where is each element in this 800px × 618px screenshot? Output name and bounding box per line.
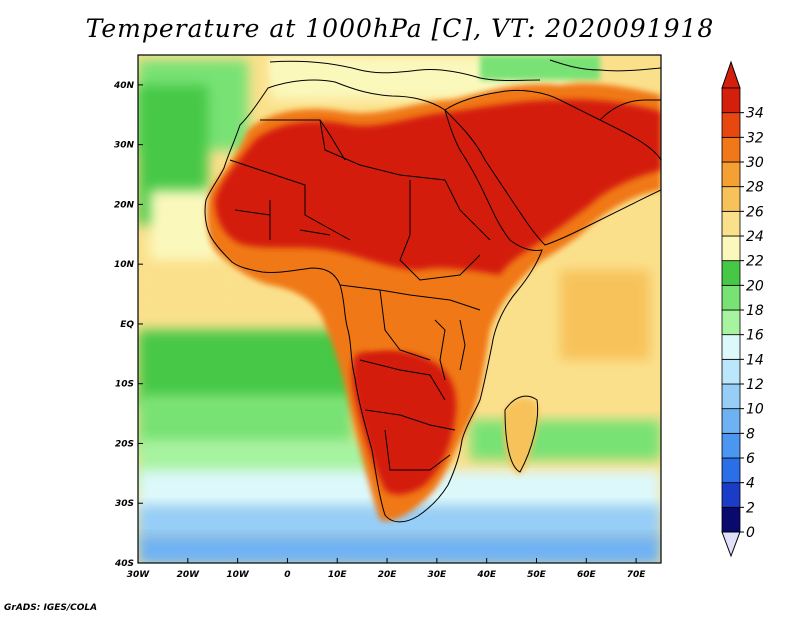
colorbar-swatch xyxy=(721,284,741,311)
x-tick-label: 10W xyxy=(226,570,250,580)
colorbar-swatch xyxy=(721,432,741,459)
x-tick-label: 20W xyxy=(177,570,201,580)
x-tick-label: 30E xyxy=(428,570,448,580)
colorbar-label: 28 xyxy=(746,180,764,196)
x-tick-label: 70E xyxy=(627,570,647,580)
colorbar-label: 2 xyxy=(746,500,755,516)
colorbar-swatch xyxy=(721,161,741,188)
colorbar-label: 32 xyxy=(746,130,764,146)
colorbar-swatch xyxy=(721,136,741,163)
colorbar-label: 24 xyxy=(746,229,764,245)
colorbar-label: 18 xyxy=(746,303,764,319)
colorbar-label: 20 xyxy=(746,278,764,294)
colorbar-swatch xyxy=(721,334,741,360)
y-tick-label: 10S xyxy=(115,380,134,390)
y-tick-label: 30N xyxy=(114,141,135,151)
x-axis: 30W 20W 10W 0 10E 20E 30E 40E 50E 60E 70E xyxy=(127,558,647,580)
y-tick-label: EQ xyxy=(120,320,134,330)
x-tick-label: 30W xyxy=(127,570,151,580)
colorbar-swatch xyxy=(721,309,741,336)
x-tick-label: 40E xyxy=(476,570,497,580)
x-tick-label: 50E xyxy=(527,570,547,580)
colorbar-swatch xyxy=(721,408,741,434)
map-frame xyxy=(137,54,662,564)
colorbar-label: 16 xyxy=(746,328,764,344)
colorbar-swatch xyxy=(721,358,741,385)
colorbar-label: 4 xyxy=(746,476,755,492)
temperature-field xyxy=(138,55,661,563)
x-tick-label: 20E xyxy=(378,570,398,580)
y-tick-label: 20N xyxy=(114,200,135,210)
y-tick-label: 40N xyxy=(113,81,135,91)
colorbar-swatch xyxy=(721,482,741,508)
colorbar-label: 30 xyxy=(746,155,764,171)
x-tick-label: 60E xyxy=(577,570,597,580)
y-axis: 40N 30N 20N 10N EQ 10S 20S 30S 40S xyxy=(113,81,143,569)
x-tick-label: 0 xyxy=(284,570,290,580)
colorbar-swatch xyxy=(721,235,741,262)
colorbar-label: 0 xyxy=(746,525,755,541)
colorbar-label: 12 xyxy=(746,377,764,393)
grads-credit: GrADS: IGES/COLA xyxy=(4,603,98,613)
colorbar-over-arrow xyxy=(721,60,741,89)
colorbar-swatch xyxy=(721,383,741,410)
colorbar-swatch xyxy=(721,457,741,484)
colorbar-label: 26 xyxy=(746,204,764,220)
colorbar-label: 10 xyxy=(746,402,764,418)
colorbar-swatch xyxy=(721,260,741,286)
colorbar-swatch xyxy=(721,210,741,237)
y-tick-label: 40S xyxy=(114,559,134,569)
y-tick-label: 10N xyxy=(114,260,135,270)
y-tick-label: 20S xyxy=(115,439,134,449)
colorbar-swatch xyxy=(721,87,741,114)
colorbar-swatch xyxy=(721,112,741,138)
colorbar-label: 34 xyxy=(746,106,764,122)
colorbar-swatch xyxy=(721,186,741,212)
colorbar-label: 22 xyxy=(746,254,764,270)
chart-title: Temperature at 1000hPa [C], VT: 20200919… xyxy=(85,14,715,43)
x-tick-label: 10E xyxy=(328,570,348,580)
colorbar-label: 6 xyxy=(746,451,755,467)
y-tick-label: 30S xyxy=(115,499,134,509)
colorbar-label: 8 xyxy=(746,426,755,442)
colorbar-under-arrow xyxy=(721,531,741,558)
colorbar-label: 14 xyxy=(746,352,764,368)
colorbar-swatch xyxy=(721,506,741,533)
